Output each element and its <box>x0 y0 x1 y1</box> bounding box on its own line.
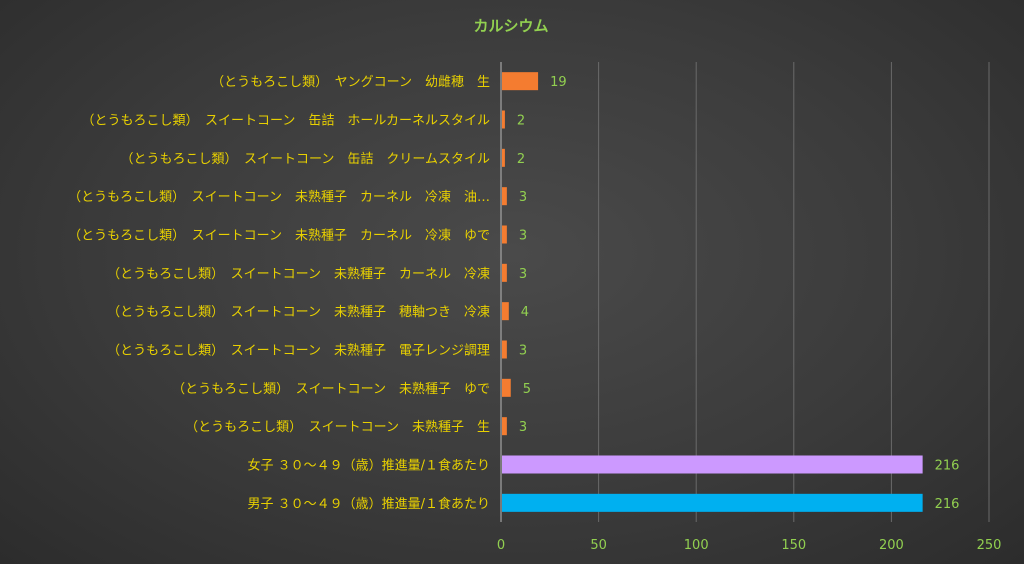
data-label: 4 <box>521 305 529 320</box>
tick-label: 250 <box>977 538 1002 553</box>
tick-label: 200 <box>879 538 904 553</box>
data-label: 3 <box>519 344 527 359</box>
data-label: 216 <box>935 497 960 512</box>
data-label: 3 <box>519 267 527 282</box>
category-label: （とうもろこし類） ヤングコーン 幼雌穂 生 <box>211 74 490 90</box>
category-axis: （とうもろこし類） ヤングコーン 幼雌穂 生 （とうもろこし類） スイートコーン … <box>68 62 502 522</box>
bar <box>502 378 511 397</box>
category-label: （とうもろこし類） スイートコーン 未熟種子 カーネル 冷凍 <box>107 266 490 282</box>
category-label: （とうもろこし類） スイートコーン 缶詰 クリームスタイル <box>121 151 490 167</box>
chart-title: カルシウム <box>473 17 548 35</box>
tick-label: 100 <box>684 538 709 553</box>
category-label: （とうもろこし類） スイートコーン 未熟種子 穂軸つき 冷凍 <box>107 304 490 320</box>
bar <box>502 72 539 91</box>
bar <box>502 187 507 206</box>
data-label: 3 <box>519 420 527 435</box>
bar <box>502 263 507 282</box>
tick-label: 150 <box>781 538 806 553</box>
gridlines <box>598 62 990 522</box>
bar <box>502 302 509 321</box>
value-axis-ticks: 0 50 100 150 200 250 <box>497 538 1002 553</box>
bar <box>502 148 505 167</box>
category-label: （とうもろこし類） スイートコーン 未熟種子 ゆで <box>172 381 490 397</box>
data-label: 19 <box>550 75 567 90</box>
data-label: 3 <box>519 190 527 205</box>
bar <box>502 110 505 129</box>
bars <box>502 72 923 512</box>
category-label: （とうもろこし類） スイートコーン 未熟種子 カーネル 冷凍 油… <box>68 189 490 205</box>
data-label: 2 <box>517 152 525 167</box>
tick-label: 50 <box>590 538 607 553</box>
bar <box>502 417 507 436</box>
bar <box>502 340 507 359</box>
data-label: 3 <box>519 229 527 244</box>
category-label: 女子 ３０～４９（歳）推進量/１食あたり <box>247 458 490 474</box>
data-label: 216 <box>935 459 960 474</box>
category-label: （とうもろこし類） スイートコーン 缶詰 ホールカーネルスタイル <box>82 113 490 129</box>
category-label: 男子 ３０～４９（歳）推進量/１食あたり <box>247 496 490 512</box>
data-label: 2 <box>517 114 525 129</box>
bar <box>502 225 507 244</box>
category-label: （とうもろこし類） スイートコーン 未熟種子 カーネル 冷凍 ゆで <box>68 228 490 244</box>
tick-label: 0 <box>497 538 505 553</box>
data-label: 5 <box>523 382 531 397</box>
data-labels: 19 2 2 3 3 3 4 3 5 3 216 216 <box>517 75 960 512</box>
bar <box>502 493 923 512</box>
bar <box>502 455 923 474</box>
category-label: （とうもろこし類） スイートコーン 未熟種子 電子レンジ調理 <box>107 343 490 359</box>
category-label: （とうもろこし類） スイートコーン 未熟種子 生 <box>185 419 490 435</box>
